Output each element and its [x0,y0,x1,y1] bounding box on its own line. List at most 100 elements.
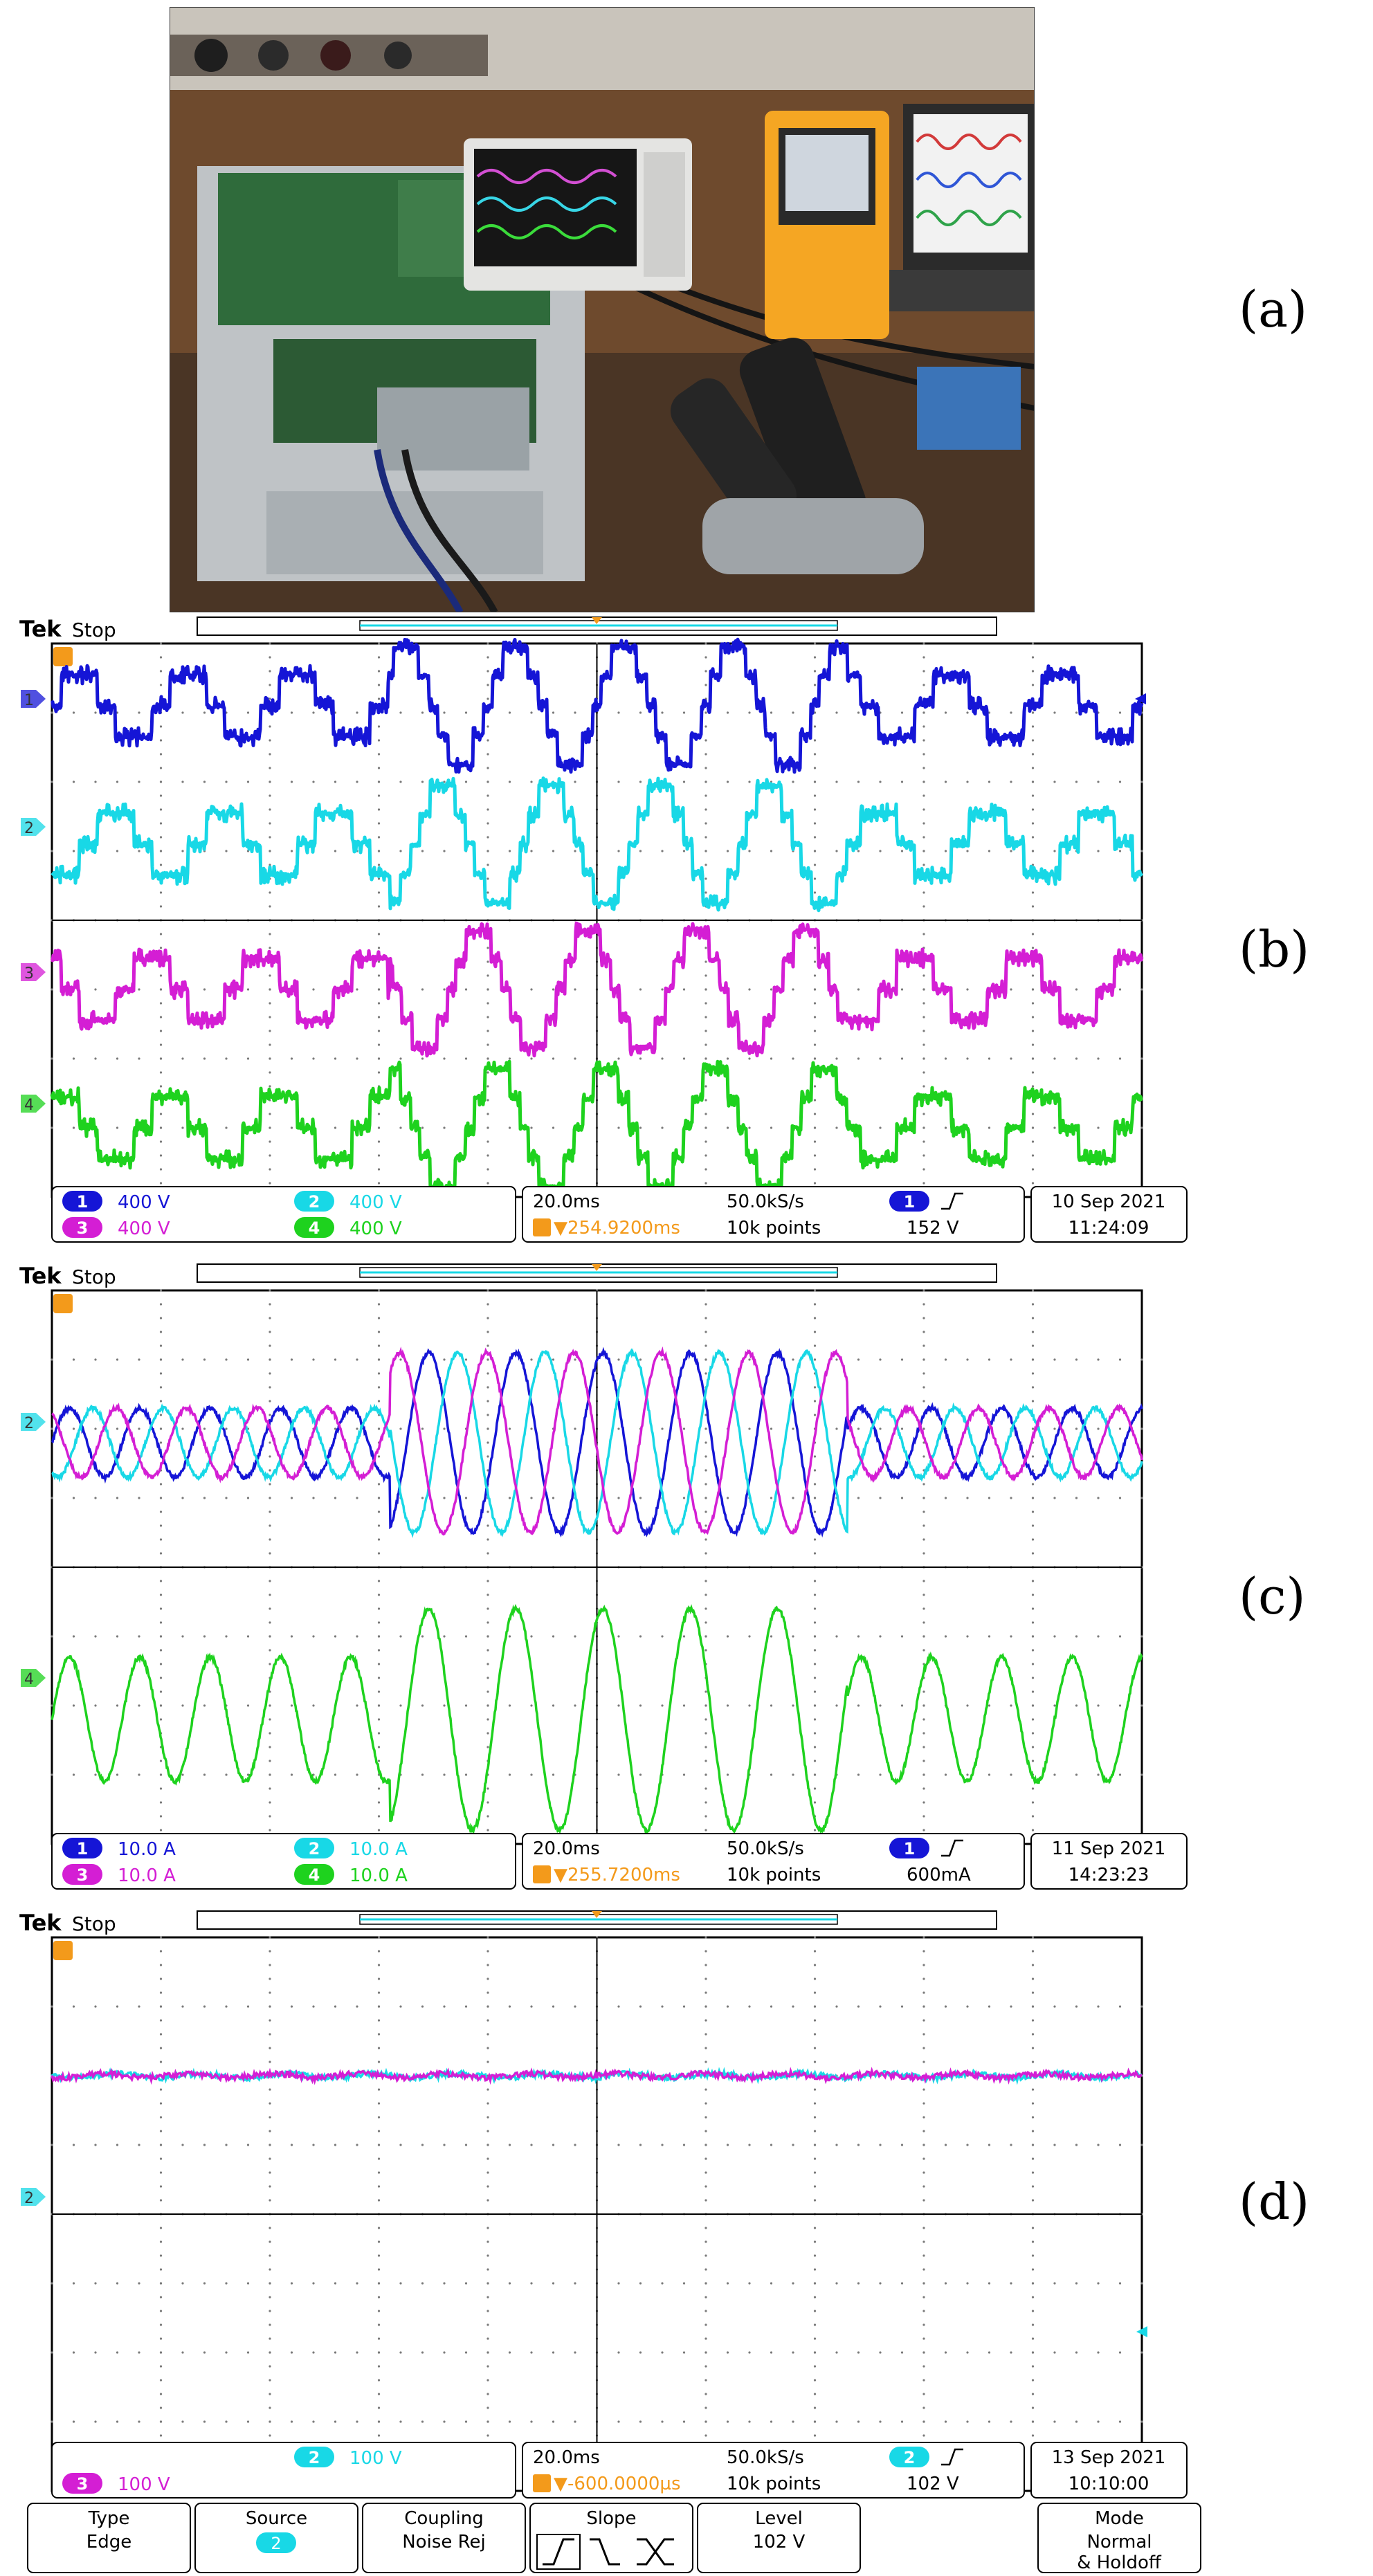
grid-dot [988,1773,991,1776]
grid-dot [464,1773,468,1776]
grid-dot [900,1635,904,1638]
grid-dot [138,1704,140,1707]
grid-dot [1031,1977,1035,1980]
grid-dot [159,2227,163,2229]
scope-screen-d: Tek Stop 2 2 100 V3 100 V20.0ms 50.0kS/s10k… [19,1910,1201,2573]
grid-dot [1031,1140,1035,1143]
grid-dot [269,2061,271,2063]
grid-dot [1031,2227,1035,2229]
grid-dot [1010,988,1012,991]
grid-dot [508,2420,511,2423]
grid-dot [138,780,140,783]
grid-dot [639,1358,642,1361]
grid-dot [487,2130,489,2132]
mode-holdoff: & Holdoff [1077,2552,1162,2573]
grid-dot [159,739,163,742]
grid-dot [1031,1964,1035,1966]
grid-dot [487,1704,489,1707]
grid-dot [1031,2061,1035,2063]
grid-dot [639,1057,642,1060]
grid-dot [1031,684,1035,686]
grid-dot [813,1977,817,1980]
grid-dot [159,725,163,728]
grid-dot [159,808,163,811]
grid-dot [159,1801,163,1804]
grid-dot [269,933,271,935]
grid-dot [704,780,707,783]
grid-dot [704,1085,707,1088]
grid-dot [487,2337,489,2340]
grid-dot [1053,2420,1056,2423]
grid-dot [552,1126,555,1129]
grid-dot [246,2144,250,2146]
grid-dot [377,2268,381,2271]
grid-dot [857,1773,860,1776]
grid-dot [792,2144,794,2146]
grid-dot [813,1760,817,1762]
grid-dot [617,780,620,783]
grid-dot [748,2005,751,2008]
grid-dot [682,2282,686,2285]
slope-softkey[interactable]: Slope [529,2503,693,2573]
grid-dot [857,1497,860,1499]
grid-dot [138,1497,140,1499]
grid-dot [159,1663,163,1665]
grid-dot [269,1801,271,1804]
grid-dot [813,2144,817,2146]
grid-dot [1053,1427,1056,1430]
grid-dot [922,2406,925,2409]
grid-dot [922,1773,925,1776]
grid-dot [922,1043,925,1046]
grid-dot [159,1649,163,1652]
grid-dot [922,1815,925,1818]
grid-dot [1010,780,1012,783]
grid-dot [792,780,794,783]
grid-dot [1031,794,1035,797]
grid-dot [487,2019,489,2022]
grid-dot [1031,1030,1035,1032]
grid-dot [1140,2005,1143,2008]
grid-dot [269,1773,271,1776]
channel-marker-label: 2 [24,2190,34,2207]
panel-label-a: (a) [1239,280,1308,338]
grid-dot [813,1580,817,1582]
grid-dot [399,1635,402,1638]
grid-dot [377,1030,381,1032]
grid-dot [813,794,817,797]
grid-dot [225,2144,228,2146]
trigger-offset-icon [533,1865,551,1883]
grid-dot [246,1704,250,1707]
grid-dot [922,2047,925,2049]
grid-dot [813,1469,817,1472]
grid-dot [487,2005,489,2008]
grid-dot [246,711,250,714]
grid-dot [1031,2323,1035,2326]
grid-dot [922,1344,925,1347]
panel-label-b: (b) [1239,920,1310,978]
grid-dot [1010,1497,1012,1499]
grid-dot [487,1154,489,1157]
grid-dot [813,877,817,880]
grid-dot [704,1524,707,1527]
grid-dot [377,1016,381,1018]
grid-dot [1118,2351,1122,2354]
grid-dot [116,1635,119,1638]
channel-marker-ch4 [21,1669,46,1687]
grid-dot [792,1497,794,1499]
grid-dot [51,780,53,783]
grid-dot [159,1344,163,1347]
grid-dot [269,808,271,811]
grid-dot [813,2379,817,2382]
grid-dot [857,850,860,852]
grid-dot [922,2393,925,2395]
grid-dot [726,2351,729,2354]
grid-dot [813,1016,817,1018]
grid-dot [704,1372,707,1375]
grid-dot [269,850,271,852]
